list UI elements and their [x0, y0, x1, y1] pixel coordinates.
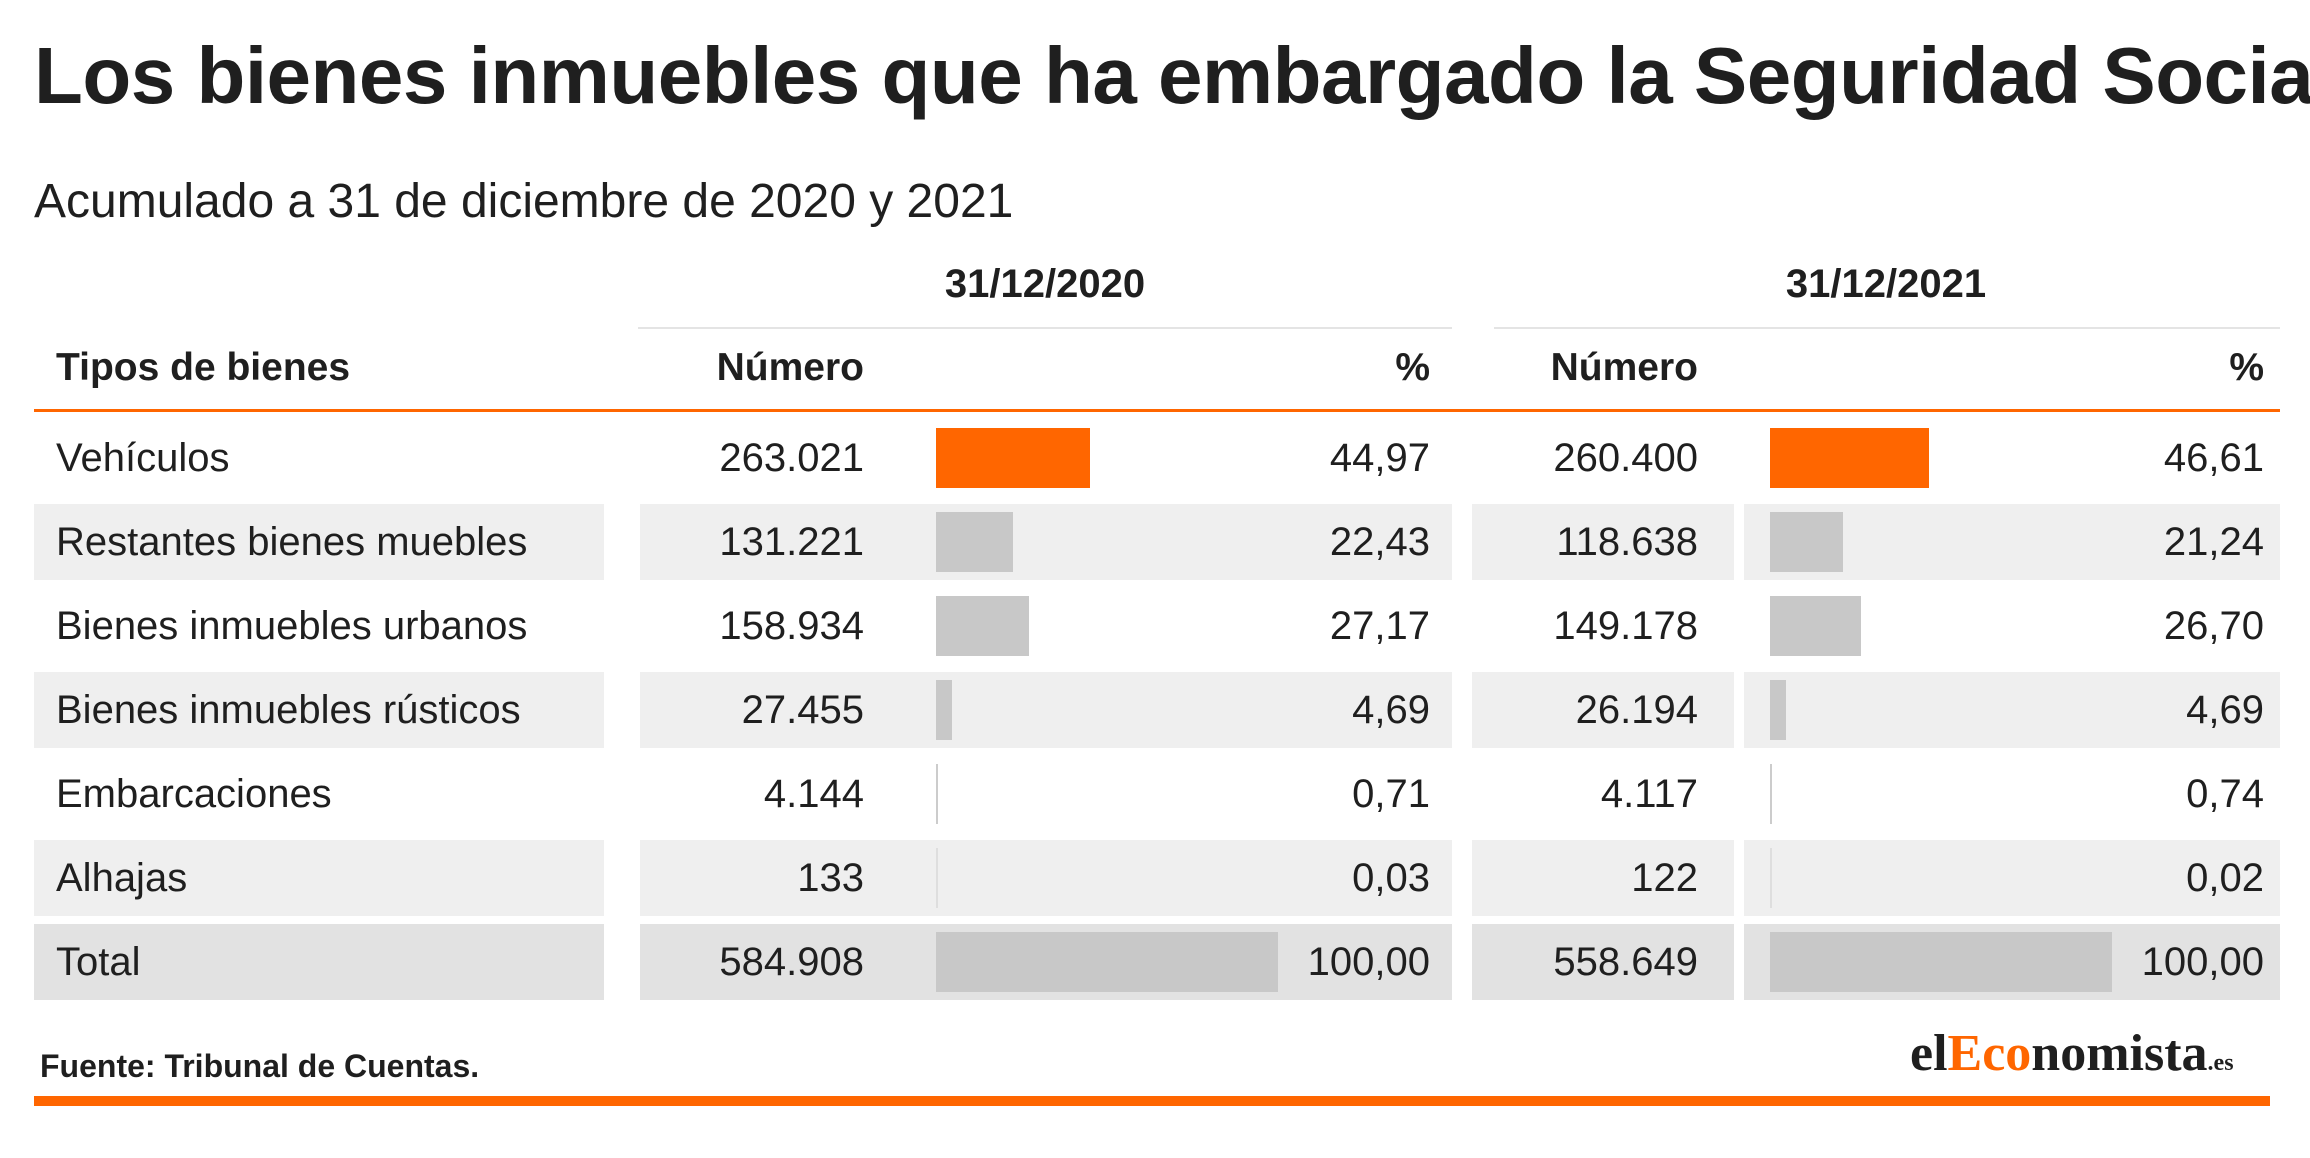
pct-bar-2020: [936, 848, 938, 908]
pct-bar-2020: [936, 932, 1278, 992]
row-shade: [34, 924, 604, 1000]
row-shade: [1472, 924, 1734, 1000]
number-value-2020: 131.221: [719, 520, 864, 564]
header-rule: [34, 409, 2280, 412]
period-header-2020: 31/12/2020: [944, 262, 1146, 306]
pct-value-2021: 100,00: [2141, 940, 2264, 984]
pct-bar-2021: [1770, 512, 1843, 572]
pct-value-2021: 21,24: [2163, 520, 2264, 564]
pct-value-2021: 0,74: [2186, 772, 2264, 816]
number-value-2020: 133: [797, 856, 864, 900]
chart-subtitle: Acumulado a 31 de diciembre de 2020 y 20…: [34, 175, 1014, 228]
pct-value-2021: 46,61: [2163, 436, 2264, 480]
number-value-2020: 4.144: [763, 772, 864, 816]
number-value-2021: 122: [1631, 856, 1698, 900]
pct-bar-2020: [936, 764, 938, 824]
pct-bar-2020: [936, 680, 953, 740]
row-label: Embarcaciones: [56, 772, 332, 816]
number-value-2021: 118.638: [1556, 520, 1698, 564]
number-value-2020: 158.934: [719, 604, 864, 648]
pct-value-2020: 100,00: [1307, 940, 1430, 984]
row-shade: [640, 672, 1452, 748]
total-label: Total: [56, 940, 141, 984]
row-shade: [1472, 672, 1734, 748]
row-shade: [1472, 504, 1734, 580]
pct-value-2020: 27,17: [1329, 604, 1430, 648]
publisher-logo: elEconomista.es: [1910, 1025, 2234, 1082]
row-shade: [1472, 840, 1734, 916]
number-value-2021: 4.117: [1600, 772, 1698, 816]
row-shade: [640, 840, 1452, 916]
pct-bar-2020: [936, 512, 1013, 572]
pct-value-2021: 0,02: [2186, 856, 2264, 900]
pct-value-2020: 0,03: [1352, 856, 1430, 900]
pct-bar-2021: [1770, 428, 1930, 488]
column-header-number-2020: Número: [716, 346, 864, 389]
row-label: Restantes bienes muebles: [56, 520, 528, 564]
row-shade: [34, 672, 604, 748]
row-label: Bienes inmuebles urbanos: [56, 604, 528, 648]
number-value-2020: 27.455: [741, 688, 864, 732]
pct-bar-2021: [1770, 596, 1862, 656]
period-rule-2020: [638, 327, 1452, 329]
source-note: Fuente: Tribunal de Cuentas.: [40, 1048, 480, 1084]
pct-value-2020: 22,43: [1329, 520, 1430, 564]
row-shade: [34, 504, 604, 580]
bottom-rule: [34, 1096, 2270, 1106]
row-shade: [1744, 840, 2280, 916]
column-header-type: Tipos de bienes: [56, 346, 351, 389]
pct-bar-2021: [1770, 932, 2112, 992]
pct-bar-2020: [936, 428, 1090, 488]
number-value-2020: 263.021: [719, 436, 864, 480]
column-header-pct-2020: %: [1395, 346, 1430, 389]
pct-value-2021: 26,70: [2163, 604, 2264, 648]
pct-value-2021: 4,69: [2186, 688, 2264, 732]
pct-value-2020: 0,71: [1352, 772, 1430, 816]
row-shade: [640, 504, 1452, 580]
column-header-number-2021: Número: [1550, 346, 1698, 389]
pct-bar-2020: [936, 596, 1029, 656]
period-header-2021: 31/12/2021: [1785, 262, 1987, 306]
number-value-2021: 26.194: [1575, 688, 1698, 732]
pct-bar-2021: [1770, 764, 1772, 824]
number-value-2021: 558.649: [1553, 940, 1698, 984]
row-shade: [1744, 672, 2280, 748]
chart-title: Los bienes inmuebles que ha embargado la…: [34, 31, 2310, 120]
column-header-pct-2021: %: [2229, 346, 2264, 389]
row-label: Alhajas: [56, 856, 188, 900]
pct-bar-2021: [1770, 680, 1787, 740]
row-label: Bienes inmuebles rústicos: [56, 688, 521, 732]
number-value-2020: 584.908: [719, 940, 864, 984]
pct-value-2020: 4,69: [1352, 688, 1430, 732]
pct-value-2020: 44,97: [1329, 436, 1430, 480]
row-shade: [34, 840, 604, 916]
number-value-2021: 260.400: [1553, 436, 1698, 480]
period-rule-2021: [1494, 327, 2280, 329]
row-label: Vehículos: [56, 436, 230, 480]
pct-bar-2021: [1770, 848, 1772, 908]
number-value-2021: 149.178: [1553, 604, 1698, 648]
